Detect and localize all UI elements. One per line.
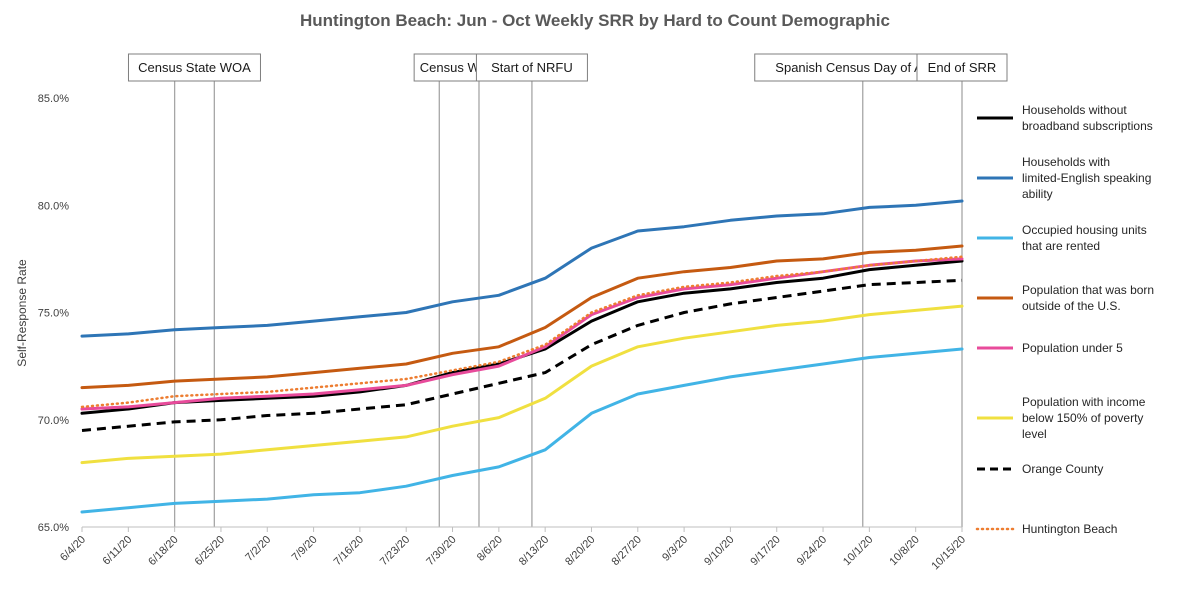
annotation-label: End of SRR [928, 60, 997, 75]
x-tick-label: 9/24/20 [795, 534, 829, 568]
x-tick-label: 10/1/20 [841, 534, 875, 568]
x-tick-label: 9/17/20 [748, 534, 782, 568]
y-tick-label: 75.0% [38, 308, 69, 320]
series-layer [80, 199, 964, 514]
x-tick-label: 8/20/20 [563, 534, 597, 568]
y-axis-label: Self-Response Rate [15, 259, 29, 367]
x-tick-label: 9/10/20 [702, 534, 736, 568]
x-tick-label: 6/25/20 [193, 534, 227, 568]
legend-label: Households without broadband subscription… [1022, 103, 1153, 133]
chart-title: Huntington Beach: Jun - Oct Weekly SRR b… [300, 11, 890, 30]
x-tick-label: 7/2/20 [243, 534, 273, 564]
x-tick-label: 7/23/20 [378, 534, 412, 568]
legend-label: Population under 5 [1022, 341, 1123, 355]
y-tick-label: 65.0% [38, 522, 69, 534]
legend-label: Occupied housing units that are rented [1022, 223, 1147, 253]
annotation-label: Census State WOA [138, 60, 251, 75]
legend: Households without broadband subscription… [975, 103, 1154, 536]
x-tick-label: 9/3/20 [660, 534, 690, 564]
legend-label: Huntington Beach [1022, 522, 1117, 536]
series-line [80, 304, 964, 465]
x-tick-label: 8/6/20 [475, 534, 505, 564]
x-tick-label: 10/8/20 [887, 534, 921, 568]
x-tick-label: 10/15/20 [929, 534, 968, 573]
y-tick-label: 70.0% [38, 415, 69, 427]
legend-label: Population that was born outside of the U… [1022, 283, 1154, 313]
x-tick-label: 7/16/20 [332, 534, 366, 568]
annotation-box [475, 53, 588, 82]
series-line [80, 347, 964, 514]
x-tick-label: 8/27/20 [609, 534, 643, 568]
legend-label: Orange County [1022, 462, 1103, 476]
legend-label: Population with income below 150% of pove… [1022, 395, 1146, 441]
x-tick-label: 6/11/20 [101, 534, 135, 568]
annotation-box [916, 53, 1008, 82]
series-line [81, 278, 963, 432]
annotation-label: Spanish Census Day of Action [775, 60, 950, 75]
x-tick-label: 7/9/20 [290, 534, 320, 564]
series-line [80, 199, 964, 338]
x-tick-label: 7/30/20 [424, 534, 458, 568]
legend-label: Households with limited-English speaking a… [1022, 155, 1151, 201]
x-tick-label: 6/18/20 [146, 534, 180, 568]
series-line [80, 244, 964, 390]
annotation-label: Start of NRFU [491, 60, 573, 75]
y-tick-label: 85.0% [38, 93, 69, 105]
y-tick-label: 80.0% [38, 200, 69, 212]
series-line [80, 255, 964, 409]
x-tick-label: 8/13/20 [517, 534, 551, 568]
x-tick-label: 6/4/20 [58, 534, 88, 564]
axes: 65.0% 70.0% 75.0% 80.0% 85.0% 6/4/20 6/11/20 6/… [38, 93, 968, 572]
annotation-box [127, 53, 261, 82]
